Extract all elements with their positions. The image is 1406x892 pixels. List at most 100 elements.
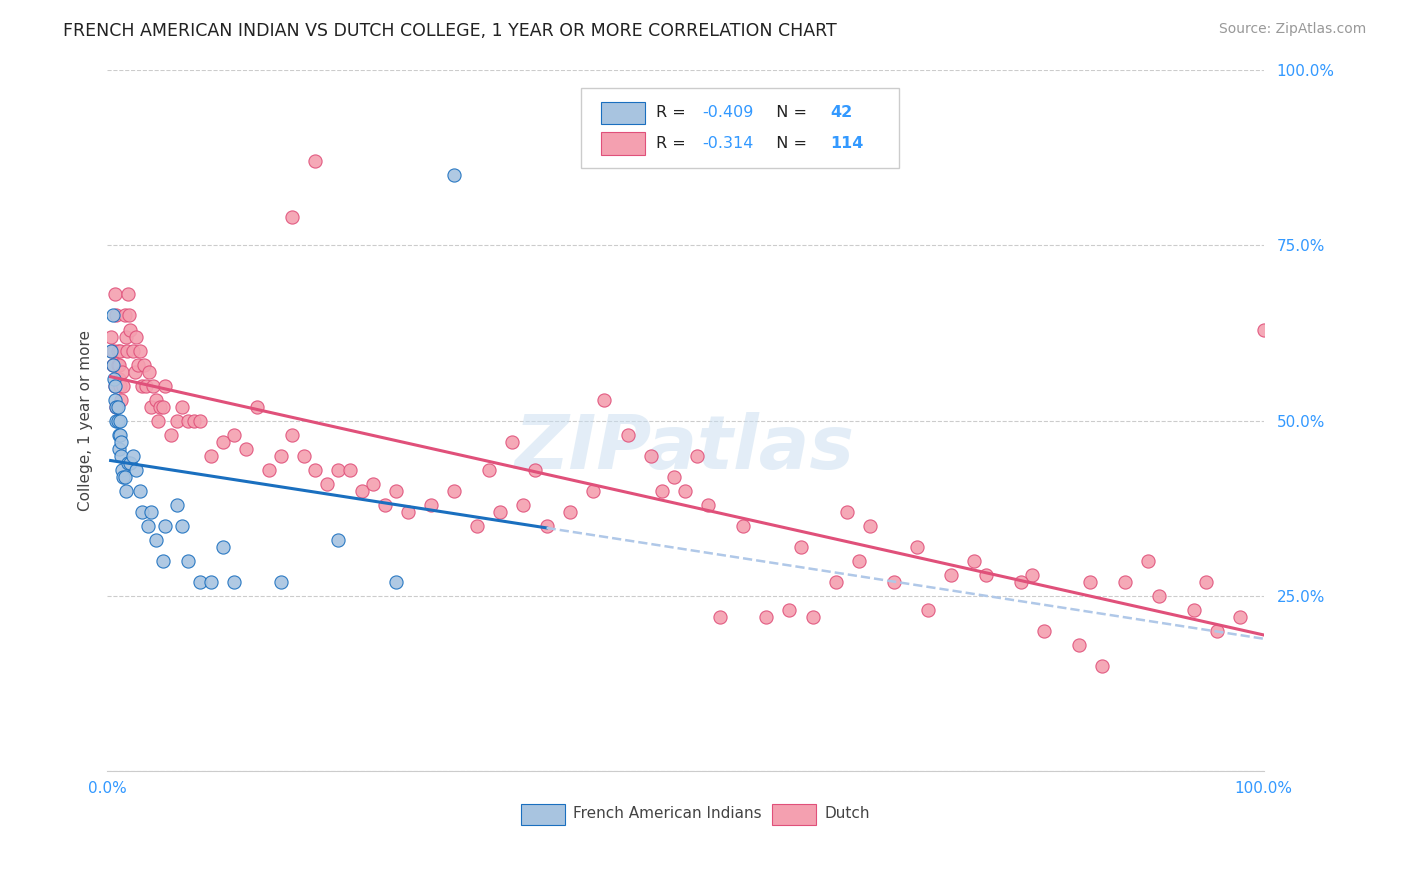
- Text: 114: 114: [830, 136, 863, 151]
- Point: [733, 519, 755, 533]
- Point: [107, 358, 129, 372]
- Point: [128, 483, 150, 498]
- Point: [188, 574, 211, 589]
- Point: [883, 574, 905, 589]
- Point: [1032, 624, 1054, 638]
- Point: [905, 540, 928, 554]
- Point: [662, 469, 685, 483]
- Point: [246, 400, 269, 414]
- Point: [697, 498, 720, 512]
- Point: [166, 498, 188, 512]
- Point: [224, 427, 246, 442]
- Point: [1182, 603, 1205, 617]
- Point: [104, 392, 127, 407]
- Point: [1229, 610, 1251, 624]
- Point: [837, 505, 859, 519]
- Point: [101, 309, 124, 323]
- Point: [139, 400, 162, 414]
- Point: [1021, 568, 1043, 582]
- Point: [1253, 322, 1275, 336]
- Point: [172, 519, 194, 533]
- Point: [188, 414, 211, 428]
- Point: [396, 505, 419, 519]
- Point: [128, 343, 150, 358]
- Point: [108, 427, 131, 442]
- Point: [117, 287, 139, 301]
- Point: [790, 540, 813, 554]
- Point: [651, 483, 673, 498]
- Point: [136, 519, 159, 533]
- Text: N =: N =: [766, 136, 813, 151]
- Point: [107, 400, 129, 414]
- Point: [105, 400, 128, 414]
- Point: [443, 483, 465, 498]
- Point: [270, 574, 292, 589]
- Point: [153, 378, 176, 392]
- Point: [131, 378, 153, 392]
- Text: French American Indians: French American Indians: [574, 805, 762, 821]
- Point: [755, 610, 778, 624]
- Text: R =: R =: [657, 136, 696, 151]
- Point: [166, 414, 188, 428]
- Point: [125, 329, 148, 343]
- Point: [117, 456, 139, 470]
- Point: [107, 414, 129, 428]
- Point: [224, 574, 246, 589]
- Point: [114, 309, 136, 323]
- Point: [478, 463, 501, 477]
- Point: [709, 610, 731, 624]
- Point: [328, 463, 350, 477]
- Point: [134, 358, 156, 372]
- Point: [118, 309, 141, 323]
- Point: [1078, 574, 1101, 589]
- Point: [385, 574, 408, 589]
- Point: [536, 519, 558, 533]
- Point: [146, 414, 169, 428]
- Point: [105, 309, 128, 323]
- Point: [200, 574, 222, 589]
- Point: [110, 434, 132, 449]
- Point: [1091, 659, 1114, 673]
- Point: [558, 505, 581, 519]
- Point: [103, 371, 125, 385]
- Point: [121, 343, 143, 358]
- Point: [328, 533, 350, 547]
- Point: [686, 449, 709, 463]
- Point: [177, 554, 200, 568]
- Bar: [772, 804, 815, 824]
- Point: [100, 329, 122, 343]
- Point: [1136, 554, 1159, 568]
- Point: [385, 483, 408, 498]
- Point: [108, 343, 131, 358]
- Point: [108, 414, 131, 428]
- Text: -0.409: -0.409: [703, 105, 754, 120]
- Point: [917, 603, 939, 617]
- Point: [801, 610, 824, 624]
- Point: [465, 519, 488, 533]
- Point: [361, 476, 384, 491]
- Point: [974, 568, 997, 582]
- Point: [292, 449, 315, 463]
- Point: [304, 154, 326, 169]
- Point: [110, 392, 132, 407]
- Point: [183, 414, 205, 428]
- Point: [172, 400, 194, 414]
- Point: [374, 498, 396, 512]
- Point: [105, 414, 128, 428]
- Point: [489, 505, 512, 519]
- Point: [112, 378, 135, 392]
- Point: [127, 358, 149, 372]
- Point: [105, 400, 128, 414]
- Text: ZIPatlas: ZIPatlas: [516, 412, 855, 485]
- FancyBboxPatch shape: [581, 87, 900, 169]
- Point: [443, 168, 465, 182]
- Bar: [600, 133, 645, 155]
- Point: [941, 568, 963, 582]
- Point: [281, 211, 304, 225]
- Point: [963, 554, 986, 568]
- Point: [149, 400, 172, 414]
- Point: [101, 358, 124, 372]
- Point: [211, 540, 233, 554]
- Point: [114, 483, 136, 498]
- Point: [103, 343, 125, 358]
